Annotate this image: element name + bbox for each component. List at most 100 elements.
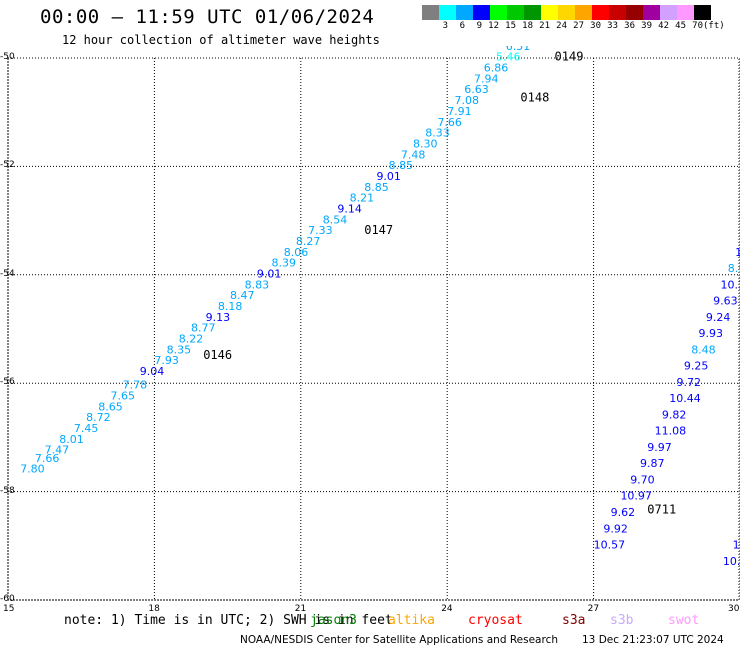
- wave-height-value: 9.82: [662, 408, 687, 421]
- colorbar-swatch: [439, 5, 456, 20]
- wave-height-value: 9.01: [257, 268, 282, 281]
- wave-height-value: 7.08: [455, 94, 480, 107]
- wave-height-value: 7.45: [74, 422, 99, 435]
- page-subtitle: 12 hour collection of altimeter wave hei…: [62, 33, 380, 47]
- wave-height-value: 7.66: [35, 452, 60, 465]
- legend-item-cryosat: cryosat: [468, 613, 523, 628]
- wave-height-value: 8.72: [86, 411, 111, 424]
- colorbar-label: 21: [539, 21, 550, 31]
- x-tick-label: 15: [3, 604, 15, 614]
- colorbar-label: 45: [675, 21, 686, 31]
- wave-height-value: 9.63: [713, 295, 738, 308]
- colorbar-swatch: [660, 5, 677, 20]
- wave-height-value: 8.47: [230, 289, 255, 302]
- wave-height-value: 10.54: [733, 539, 740, 552]
- y-tick-label: -60: [0, 594, 15, 604]
- wave-height-value: 8.18: [218, 300, 243, 313]
- wave-height-value: 8.27: [296, 235, 321, 248]
- pass-number-label: 0147: [364, 223, 393, 237]
- wave-height-value: 10.97: [620, 490, 652, 503]
- colorbar-swatch: [456, 5, 473, 20]
- colorbar-label: 70: [692, 21, 703, 31]
- wave-height-value: 8.65: [98, 400, 123, 413]
- wave-height-value: 9.24: [706, 311, 731, 324]
- wave-height-value: 9.25: [684, 360, 709, 373]
- colorbar-label: 3: [442, 21, 448, 31]
- pass-number-label: 0146: [203, 348, 232, 362]
- wave-height-value: 5.34: [545, 0, 570, 10]
- wave-height-value: 8.85: [364, 181, 389, 194]
- colorbar-label: 30: [590, 21, 601, 31]
- pass-number-label: 0148: [520, 90, 549, 104]
- x-tick-label: 24: [441, 604, 453, 614]
- wave-height-value: 9.92: [603, 522, 628, 535]
- wave-height-value: 9.14: [337, 202, 362, 215]
- wave-height-value: 8.21: [350, 192, 375, 205]
- wave-height-value: 9.13: [206, 311, 231, 324]
- wave-height-value: 5.26: [535, 7, 560, 20]
- wave-height-value: 7.65: [110, 389, 135, 402]
- legend-item-swot: swot: [668, 613, 700, 628]
- page-title: 00:00 – 11:59 UTC 01/06/2024: [40, 6, 375, 28]
- colorbar-swatch: [490, 5, 507, 20]
- wave-height-value: 8.90: [728, 262, 740, 275]
- wave-height-value: 8.85: [389, 159, 414, 172]
- wave-height-value: 8.54: [323, 213, 348, 226]
- colorbar-label: 6: [459, 21, 465, 31]
- wave-height-value: 7.91: [447, 105, 472, 118]
- colorbar-label: 9: [476, 21, 482, 31]
- pass-number-label: 0711: [647, 502, 676, 516]
- x-tick-label: 21: [294, 604, 307, 614]
- x-tick-label: 30: [728, 604, 740, 614]
- colorbar-label: 12: [488, 21, 499, 31]
- legend-item-jason3: jason3: [310, 613, 357, 628]
- wave-height-value: 9.97: [647, 441, 672, 454]
- colorbar-label: 27: [573, 21, 584, 31]
- colorbar-swatch: [694, 5, 711, 20]
- colorbar-swatch: [541, 5, 558, 20]
- wave-height-value: 10.44: [669, 392, 701, 405]
- y-tick-label: -56: [0, 377, 15, 388]
- footer-credit: NOAA/NESDIS Center for Satellite Applica…: [240, 634, 558, 646]
- y-tick-label: -54: [0, 268, 15, 279]
- wave-height-value: 9.87: [640, 457, 665, 470]
- wave-height-value: 7.47: [45, 444, 70, 457]
- colorbar-swatch: [473, 5, 490, 20]
- colorbar-swatch: [677, 5, 694, 20]
- colorbar-swatch: [592, 5, 609, 20]
- wave-height-value: 9.62: [611, 506, 636, 519]
- wave-height-value: 6.51: [506, 40, 531, 53]
- legend-item-s3b: s3b: [610, 613, 634, 628]
- y-tick-label: -58: [0, 485, 15, 496]
- wave-height-value: 8.06: [284, 246, 309, 259]
- colorbar-swatch: [558, 5, 575, 20]
- colorbar-label: 15: [505, 21, 516, 31]
- wave-height-value: 5.46: [496, 51, 521, 64]
- wave-height-value: 6.63: [464, 83, 489, 96]
- wave-height-value: 9.01: [376, 170, 401, 183]
- note-text: note: 1) Time is in UTC; 2) SWH is in fe…: [64, 613, 393, 628]
- wave-height-value: 7.48: [401, 148, 426, 161]
- wave-height-value: 9.72: [677, 376, 702, 389]
- colorbar-label: 39: [641, 21, 652, 31]
- wave-height-value: 9.70: [630, 473, 655, 486]
- footer-timestamp: 13 Dec 21:23:07 UTC 2024: [582, 634, 724, 646]
- wave-height-value: 7.33: [308, 224, 333, 237]
- colorbar-swatch: [626, 5, 643, 20]
- legend-item-s3a: s3a: [562, 613, 586, 628]
- y-tick-label: -50: [0, 52, 15, 62]
- wave-height-value: 6.72: [516, 29, 541, 42]
- colorbar-label: 42: [658, 21, 669, 31]
- wave-height-value: 9.04: [140, 365, 165, 378]
- x-tick-label: 18: [148, 604, 160, 614]
- colorbar-label: (ft): [703, 21, 725, 31]
- wave-height-value: 7.66: [437, 116, 462, 129]
- wave-height-value: 8.33: [425, 127, 450, 140]
- colorbar-label: 36: [624, 21, 635, 31]
- colorbar-label: 24: [556, 21, 567, 31]
- x-tick-label: 27: [587, 604, 600, 614]
- wave-height-value: 10.38: [735, 246, 740, 259]
- y-tick-label: -52: [0, 160, 15, 171]
- wave-height-value: 11.08: [655, 425, 687, 438]
- wave-height-value: 8.77: [191, 322, 216, 335]
